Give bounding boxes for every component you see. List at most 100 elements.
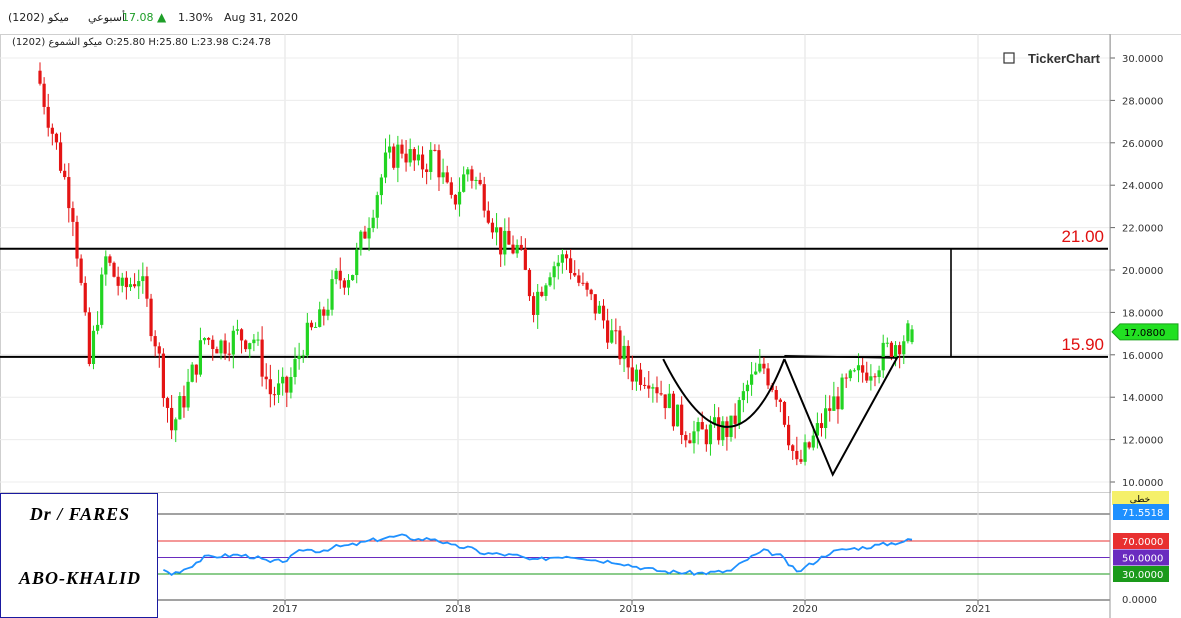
candle-body xyxy=(211,339,215,350)
candle-body xyxy=(120,277,124,286)
candle-body xyxy=(309,322,314,328)
candle-body xyxy=(112,262,116,277)
candle xyxy=(42,77,46,115)
price-panel-frame xyxy=(0,34,1111,493)
change-percent: 1.30% xyxy=(178,11,213,24)
candle-body xyxy=(244,340,248,350)
candle-body xyxy=(844,377,848,379)
candle xyxy=(388,134,392,159)
candle-body xyxy=(219,340,223,354)
candle-body xyxy=(338,270,342,281)
candle-body xyxy=(231,330,235,355)
cup-pattern-arc xyxy=(662,358,786,428)
candle-body xyxy=(807,442,811,448)
candle-body xyxy=(778,399,782,402)
candle xyxy=(161,348,165,407)
candle-body xyxy=(396,144,400,168)
candle-body xyxy=(38,70,42,84)
candle xyxy=(231,325,235,369)
candle-body xyxy=(301,355,305,357)
candle-body xyxy=(593,294,597,314)
candle xyxy=(869,364,873,391)
candle xyxy=(235,319,240,335)
candle-body xyxy=(408,149,412,163)
candle xyxy=(832,381,836,411)
candle xyxy=(861,357,865,383)
candle-body xyxy=(577,275,581,283)
candle xyxy=(244,339,248,352)
tickerchart-watermark: TickerChart xyxy=(1028,51,1101,66)
candle xyxy=(733,403,737,439)
neckline xyxy=(784,355,898,359)
candle xyxy=(124,271,128,300)
candle xyxy=(704,424,708,452)
candle-body xyxy=(824,408,828,429)
candle-body xyxy=(486,210,490,223)
y-tick-label: 28.0000 xyxy=(1122,96,1163,107)
candle-body xyxy=(597,305,601,314)
candle xyxy=(301,349,305,363)
candle-body xyxy=(667,393,671,409)
candle-body xyxy=(737,400,741,424)
candle-body xyxy=(256,339,260,341)
candle-body xyxy=(207,338,211,340)
candle-body xyxy=(531,296,536,315)
candle xyxy=(848,369,852,382)
candle-body xyxy=(544,285,548,296)
candle-body xyxy=(659,393,663,395)
rsi-level-label: 50.0000 xyxy=(1122,554,1163,565)
candle xyxy=(606,308,610,350)
candle-body xyxy=(503,230,507,255)
candle xyxy=(614,318,618,345)
candle-body xyxy=(116,276,120,286)
candle xyxy=(190,362,194,383)
rsi-level-label: 30.0000 xyxy=(1122,570,1163,581)
candle-body xyxy=(375,195,379,218)
candle-body xyxy=(367,228,371,239)
x-tick-label: 2017 xyxy=(272,604,297,615)
candle-body xyxy=(902,341,906,355)
candle-body xyxy=(803,442,807,462)
candle-body xyxy=(852,370,857,372)
candle-body xyxy=(478,179,482,185)
candle xyxy=(383,138,388,184)
chart-area[interactable]: 21.00 15.90 2017 2018 2019 2020 2021 30.0000 28… xyxy=(0,34,1181,618)
period-label: أسبوعي xyxy=(88,11,126,24)
rsi-last-label: 71.5518 xyxy=(1122,508,1163,519)
candle xyxy=(729,415,733,442)
candle-body xyxy=(272,394,277,396)
candle xyxy=(207,337,211,346)
candle xyxy=(626,340,630,380)
candle xyxy=(610,318,614,344)
candle-body xyxy=(462,174,466,192)
candle xyxy=(453,194,458,210)
candle-body xyxy=(42,83,46,107)
candle xyxy=(630,355,634,391)
candle-body xyxy=(630,367,634,382)
candle xyxy=(556,255,560,280)
candle xyxy=(881,334,885,378)
candle-body xyxy=(182,396,186,408)
candle xyxy=(663,394,667,420)
candle xyxy=(799,449,803,464)
candle-body xyxy=(548,277,552,286)
candle xyxy=(552,261,556,290)
candle-body xyxy=(165,398,170,408)
candle xyxy=(688,432,692,444)
candle-body xyxy=(787,424,791,446)
y-tick-label: 12.0000 xyxy=(1122,436,1163,447)
candle xyxy=(392,143,396,170)
candle-body xyxy=(836,396,840,410)
candle-body xyxy=(359,231,363,250)
candle xyxy=(791,444,795,460)
candle xyxy=(400,139,404,159)
candle xyxy=(75,215,79,267)
candle xyxy=(585,281,589,297)
candle-body xyxy=(877,370,881,377)
candle xyxy=(856,353,861,383)
candle xyxy=(408,138,412,167)
candle-body xyxy=(215,349,219,354)
candle xyxy=(141,262,145,294)
candle-body xyxy=(58,142,63,171)
candle xyxy=(531,292,536,323)
